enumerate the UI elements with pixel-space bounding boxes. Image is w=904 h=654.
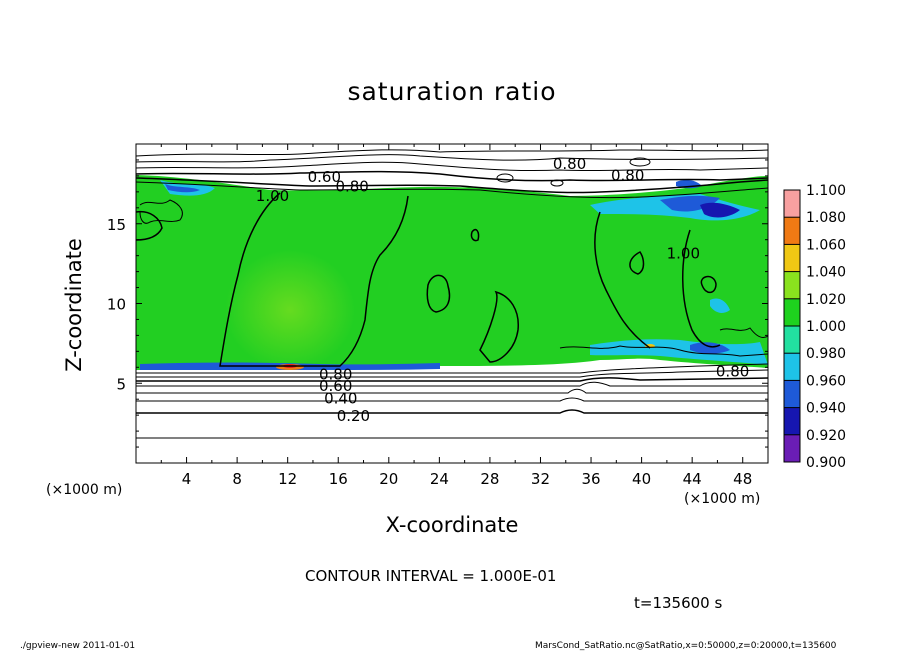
contour-0.2-upper [136,154,768,163]
supersaturated-core [225,250,355,370]
contour-label: 0.20 [337,407,370,425]
colorbar-tick-label: 1.100 [806,183,846,199]
contour-lines [136,149,768,439]
contour-interval-label: CONTOUR INTERVAL = 1.000E-01 [305,567,557,585]
contour-1.0-right [594,211,651,349]
colorbar-tick-label: 1.060 [806,237,846,253]
contour-0.7-lower [136,369,768,378]
contour-1.0-right-c [700,275,717,294]
contour-closed [629,157,651,167]
colorbar-segment [784,380,800,408]
x-tick-label: 20 [379,470,398,488]
contour-0.1-upper [136,149,768,157]
contour-label: 0.80 [611,166,644,184]
contour-0.3-lower [136,397,768,402]
y-axis-label: Z-coordinate [62,238,86,372]
contour-label: 0.80 [335,177,368,195]
contour-0.8-lower [136,363,768,374]
colorbar-tick-label: 0.920 [806,428,846,444]
colorbar-tick-label: 1.080 [806,210,846,226]
contour-closed [550,179,564,187]
footer-left: ./gpview-new 2011-01-01 [20,641,136,651]
x-tick-label: 4 [182,470,192,488]
colorbar-tick-label: 1.040 [806,265,846,281]
colorbar-tick-label: 0.960 [806,373,846,389]
contour-0.5-lower [136,381,768,387]
time-label: t=135600 s [634,594,723,612]
contour-label: 0.80 [716,362,749,380]
contour-0.4-lower [136,388,768,394]
contour-label: 0.80 [553,155,586,173]
contour-label: 0.40 [324,390,357,408]
contour-label: 0.60 [319,377,352,395]
colorbar-segment [784,298,800,326]
colorbar: 0.900 0.920 0.940 0.960 0.980 1.000 1.020 1.040… [783,183,846,471]
x-axis: 4 8 12 16 20 24 28 32 36 40 44 48 [160,144,752,488]
y-tick-label: 5 [116,375,126,393]
x-tick-label: 32 [531,470,550,488]
contour-1.0-blob [479,290,519,363]
x-tick-label: 28 [480,470,499,488]
colorbar-tick-label: 1.000 [806,319,846,335]
contour-1.0-blob [470,228,480,242]
x-axis-label: X-coordinate [0,513,904,537]
x-tick-label: 44 [683,470,702,488]
contour-labels: 0.200.400.600.80 0.801.000.600.800.800.80… [256,155,750,425]
colorbar-tick-label: 1.020 [806,292,846,308]
chart-title: saturation ratio [347,77,557,106]
x-tick-label: 16 [329,470,348,488]
colorbar-segment [784,326,800,354]
contour-label: 1.00 [667,244,700,262]
x-tick-label: 24 [430,470,449,488]
colorbar-segment [784,271,800,299]
contour-label: 0.80 [319,366,352,384]
footer-right: MarsCond_SatRatio.nc@SatRatio,x=0:50000,… [535,641,837,651]
x-tick-label: 36 [581,470,600,488]
contour-detail [139,199,183,224]
colorbar-segment [784,244,800,272]
colorbar-tick-label: 0.900 [806,455,846,471]
contour-0.9-upper [136,181,768,199]
x-tick-label: 12 [278,470,297,488]
contour-0.4-upper [136,161,768,172]
colorbar-tick-label: 0.980 [806,346,846,362]
colorbar-segment [784,217,800,245]
x-tick-label: 8 [232,470,242,488]
y-axis: 5 10 15 [107,159,768,448]
contour-1.0-left [136,210,163,241]
x-unit-label-left: (×1000 m) [46,482,123,498]
colorbar-segment [784,407,800,435]
contour-detail [719,327,768,339]
y-tick-label: 15 [107,216,126,234]
colorbar-segment [784,434,800,462]
contour-1.0-blob [426,274,451,313]
contour-0.2-lower [136,409,768,414]
colorbar-tick-label: 0.940 [806,401,846,417]
x-tick-label: 40 [632,470,651,488]
x-axis-label-text: X-coordinate [385,513,519,537]
contour-label: 1.00 [256,187,289,205]
contour-label: 0.60 [308,168,341,186]
colorbar-segment-top [784,190,800,218]
contour-detail [559,345,768,357]
contour-1.0-main [219,192,409,367]
colorbar-segment [784,353,800,381]
x-unit-label-right: (×1000 m) [684,491,761,507]
y-tick-label: 10 [107,296,126,314]
contour-0.6-lower [136,377,768,382]
contour-closed [496,173,514,183]
contour-0.8-upper [136,177,768,194]
saturation-field [136,144,768,463]
contour-1.0-right-b [681,229,721,348]
contour-0.6-upper [136,170,768,182]
x-tick-label: 48 [733,470,752,488]
